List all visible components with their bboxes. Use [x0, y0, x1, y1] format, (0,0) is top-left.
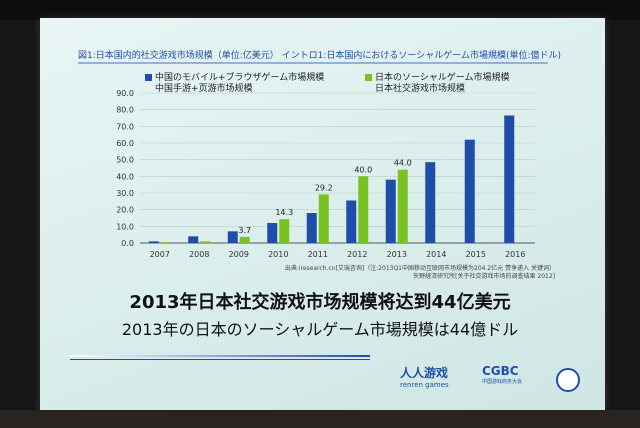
data-label-2013: 44.0 — [394, 159, 412, 168]
x-tick-label-2008: 2008 — [189, 250, 209, 259]
y-tick-label: 70.0 — [116, 122, 134, 131]
y-tick-label: 20.0 — [116, 206, 134, 215]
bar-japan-2013 — [397, 169, 408, 243]
x-tick-label-2011: 2011 — [308, 250, 328, 259]
legend-swatch-blue — [145, 74, 152, 81]
data-label-2009: 3.7 — [238, 226, 251, 235]
x-tick-label-2013: 2013 — [387, 250, 407, 259]
legend-item-china: 中国のモバイル+ブラウザゲーム市場規模 中国手游+页游市场规模 — [145, 73, 324, 95]
bar-japan-2010 — [279, 219, 290, 243]
source-note: 出典:iresearch.cn[艾瑞咨询]（注:2013Q1中国移动互联网市场规… — [255, 265, 555, 281]
bar-china-2016 — [504, 115, 515, 243]
bar-japan-2009 — [239, 236, 250, 243]
chart-title: 図1:日本国内的社交游戏市场规模（单位:亿美元） イントロ1:日本国内におけるソ… — [78, 51, 562, 61]
bar-japan-2007 — [160, 242, 171, 243]
legend-label-japan-zh: 日本社交游戏市场规模 — [375, 84, 466, 94]
x-tick-label-2010: 2010 — [268, 250, 288, 259]
legend-label-china-zh: 中国手游+页游市场规模 — [155, 84, 253, 94]
legend-label-japan-ja: 日本のソーシャルゲーム市場規模 — [375, 73, 510, 83]
y-tick-label: 60.0 — [116, 139, 134, 148]
bar-china-2012 — [346, 200, 357, 243]
cgbc-logo-text: CGBC — [482, 364, 519, 378]
data-label-2011: 29.2 — [315, 183, 333, 192]
x-tick-label-2007: 2007 — [150, 250, 170, 259]
bar-china-2009 — [227, 231, 238, 243]
legend-swatch-green — [365, 74, 372, 81]
y-tick-label: 40.0 — [116, 172, 134, 181]
cgbc-logo-subtext: 中国游戏商务大会 — [482, 379, 523, 385]
bar-china-2013 — [385, 179, 396, 243]
headline-japanese: 2013年の日本のソーシャルゲーム市場規模は44億ドル — [121, 320, 519, 339]
y-tick-label: 10.0 — [116, 222, 134, 231]
bar-japan-2011 — [318, 194, 329, 243]
data-label-2012: 40.0 — [354, 165, 372, 174]
source-line-2: 矢野経済研究所[关于社交游戏市场的调查结果 2012] — [413, 273, 555, 280]
bar-japan-2012 — [358, 176, 369, 243]
bar-china-2011 — [306, 213, 317, 243]
y-tick-label: 90.0 — [116, 89, 134, 98]
renren-games-logo: 人人游戏 renren games — [400, 364, 449, 389]
source-line-1: 出典:iresearch.cn[艾瑞咨询]（注:2013Q1中国移动互联网市场规… — [284, 265, 555, 272]
y-tick-label: 80.0 — [116, 106, 134, 115]
bar-china-2014 — [425, 162, 436, 243]
x-tick-label-2014: 2014 — [426, 250, 446, 259]
room-background — [0, 0, 640, 20]
renren-logo-subtext: renren games — [400, 381, 449, 389]
data-label-2010: 14.3 — [275, 208, 293, 217]
footer-divider-thin — [70, 359, 370, 360]
legend-item-japan: 日本のソーシャルゲーム市場規模 日本社交游戏市场规模 — [365, 73, 510, 95]
renren-logo-text: 人人游戏 — [400, 366, 449, 380]
bar-china-2015 — [464, 139, 475, 243]
x-tick-label-2012: 2012 — [347, 250, 367, 259]
room-floor — [0, 410, 640, 428]
y-tick-label: 30.0 — [116, 189, 134, 198]
x-tick-label-2015: 2015 — [466, 250, 486, 259]
y-tick-label: 50.0 — [116, 156, 134, 165]
cgbc-logo: CGBC 中国游戏商务大会 — [482, 364, 522, 385]
emblem-logo — [556, 368, 580, 392]
bar-china-2008 — [188, 236, 199, 243]
x-tick-label-2016: 2016 — [505, 250, 525, 259]
headline-chinese: 2013年日本社交游戏市场规模将达到44亿美元 — [129, 292, 511, 313]
bar-china-2007 — [148, 241, 159, 243]
bar-china-2010 — [267, 223, 278, 243]
footer-divider — [70, 355, 370, 357]
bar-japan-2008 — [200, 241, 211, 243]
x-tick-label-2009: 2009 — [229, 250, 249, 259]
legend-label-china-ja: 中国のモバイル+ブラウザゲーム市場規模 — [155, 73, 325, 83]
title-divider — [78, 62, 548, 64]
y-tick-label: 0.0 — [121, 239, 134, 248]
